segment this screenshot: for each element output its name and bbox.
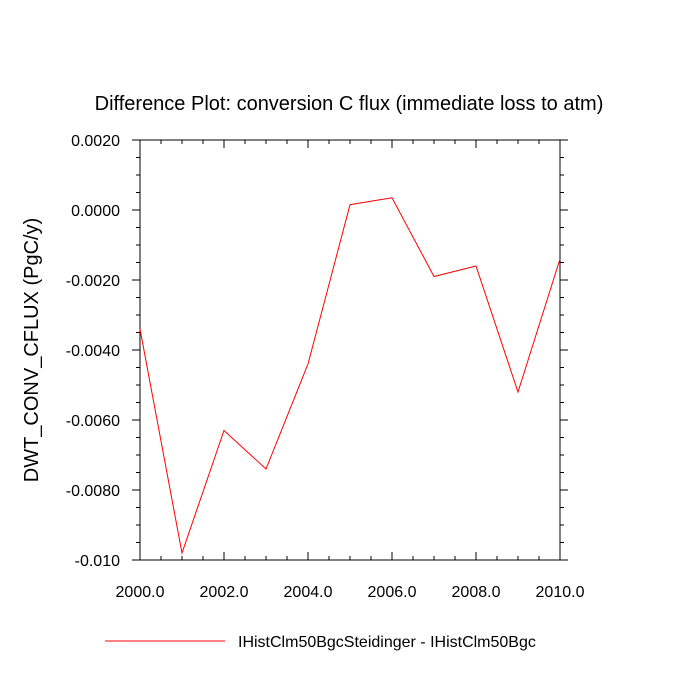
y-tick-label: -0.0020 xyxy=(66,273,120,290)
y-tick-label: -0.0060 xyxy=(66,413,120,430)
x-tick-label: 2002.0 xyxy=(200,584,249,601)
x-tick-label: 2008.0 xyxy=(452,584,501,601)
y-tick-label: -0.010 xyxy=(75,553,120,570)
y-axis-label: DWT_CONV_CFLUX (PgC/y) xyxy=(21,218,43,482)
legend: IHistClm50BgcSteidinger - IHistClm50Bgc xyxy=(105,634,536,651)
y-tick-label: 0.0020 xyxy=(71,133,120,150)
legend-label: IHistClm50BgcSteidinger - IHistClm50Bgc xyxy=(238,634,536,651)
axis-tick-labels: 2000.0 2002.0 2004.0 2006.0 2008.0 2010.0 0.00… xyxy=(66,133,585,601)
series-layer xyxy=(139,197,561,555)
x-tick-label: 2010.0 xyxy=(536,584,585,601)
x-tick-label: 2004.0 xyxy=(284,584,333,601)
x-tick-label: 2000.0 xyxy=(116,584,165,601)
x-tick-label: 2006.0 xyxy=(368,584,417,601)
axis-ticks xyxy=(132,139,568,561)
chart-title: Difference Plot: conversion C flux (imme… xyxy=(95,93,604,115)
y-tick-label: -0.0080 xyxy=(66,483,120,500)
y-tick-label: -0.0040 xyxy=(66,343,120,360)
y-tick-label: 0.0000 xyxy=(71,203,120,220)
series-line xyxy=(139,197,561,555)
plot-frame xyxy=(139,139,561,561)
